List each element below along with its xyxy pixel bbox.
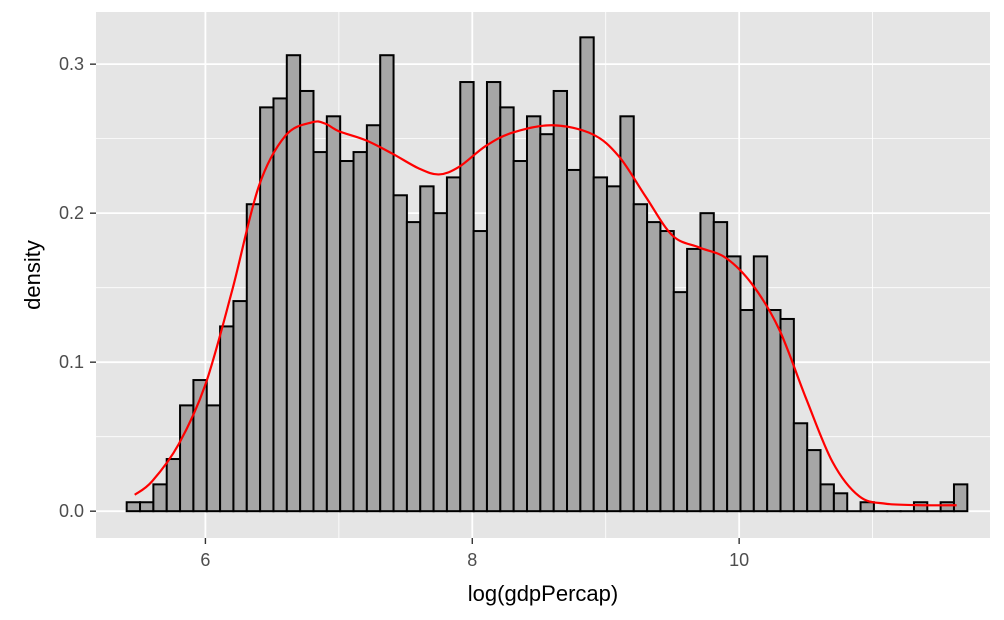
histogram-bar (285, 54, 302, 513)
histogram-bar (659, 230, 675, 513)
histogram-bar (445, 176, 462, 513)
histogram-bar (392, 194, 408, 513)
histogram-bar (125, 501, 142, 513)
histogram-bar (165, 458, 182, 513)
histogram-bar (299, 89, 315, 513)
axes: 6 8 10 0.0 0.1 0.2 0.3 (59, 54, 749, 570)
histogram-bar (525, 115, 542, 513)
y-tick-label: 0.0 (59, 501, 84, 521)
histogram-bar (632, 203, 649, 513)
histogram-bar (139, 501, 155, 513)
histogram-bar (152, 483, 168, 513)
histogram-bar (245, 203, 262, 513)
histogram-bar (552, 89, 569, 513)
histogram-bar (606, 185, 622, 513)
y-tick-label: 0.3 (59, 54, 84, 74)
histogram-bar (952, 483, 969, 513)
histogram-bar (459, 81, 475, 513)
histogram-bar (339, 160, 355, 513)
x-tick-label: 6 (200, 550, 210, 570)
histogram-bar (672, 291, 689, 513)
histogram-bar (592, 176, 609, 513)
x-tick-label: 8 (467, 550, 477, 570)
histogram-bar (419, 185, 435, 513)
histogram-bar (539, 133, 555, 513)
density-curve (134, 120, 957, 507)
x-tick-label: 10 (729, 550, 749, 570)
histogram-bar (365, 124, 382, 513)
histogram-bar (325, 115, 342, 513)
histogram-bar (499, 106, 515, 513)
histogram-bar (205, 404, 222, 513)
histogram-bar (485, 81, 502, 513)
x-axis-title: log(gdpPercap) (468, 581, 618, 606)
histogram-bar (405, 221, 422, 513)
histogram-bar (432, 212, 448, 513)
histogram-bar (806, 449, 822, 513)
histogram-bar (272, 97, 288, 513)
histogram-bar (766, 309, 782, 513)
histogram-bar (352, 151, 368, 513)
histogram-bar (379, 54, 395, 513)
histogram-bar (939, 501, 955, 513)
y-axis-title: density (20, 240, 45, 310)
histogram-bar (859, 501, 875, 513)
histogram-bar (726, 255, 742, 513)
histogram-bar (472, 230, 488, 513)
histogram-bars (125, 36, 969, 513)
histogram-bar (579, 36, 595, 513)
histogram-bar (312, 151, 328, 513)
histogram-bar (219, 325, 235, 513)
histogram-bar (646, 221, 662, 513)
histogram-bar (912, 501, 929, 513)
histogram-bar (819, 483, 835, 513)
histogram-bar (566, 168, 582, 513)
histogram-bar (232, 300, 248, 513)
histogram-bar (792, 422, 809, 513)
y-tick-label: 0.1 (59, 352, 84, 372)
histogram-bar (739, 309, 755, 513)
histogram-bar (712, 221, 729, 513)
histogram-bar (699, 212, 715, 513)
histogram-bar (832, 492, 849, 513)
histogram-bar (512, 160, 528, 513)
histogram-bar (779, 317, 795, 513)
y-tick-label: 0.2 (59, 203, 84, 223)
histogram-bar (686, 247, 702, 513)
